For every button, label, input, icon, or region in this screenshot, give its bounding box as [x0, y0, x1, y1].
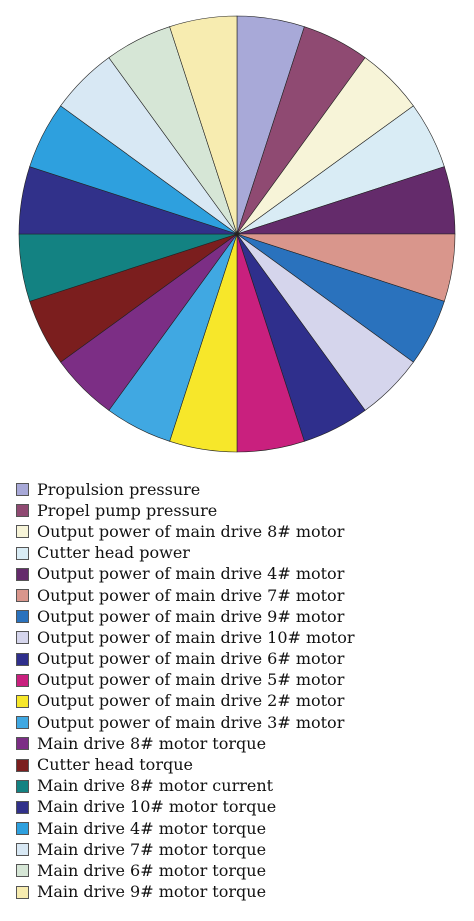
legend-swatch	[16, 694, 29, 708]
legend-swatch	[16, 652, 29, 666]
legend-swatch	[16, 610, 29, 624]
legend-swatch	[16, 758, 29, 772]
legend-label: Output power of main drive 10# motor	[37, 627, 355, 647]
legend-swatch	[16, 779, 29, 793]
legend-swatch	[16, 843, 29, 857]
legend-label: Main drive 9# motor torque	[37, 882, 267, 902]
legend-item: Main drive 6# motor torque	[16, 860, 355, 881]
legend-swatch	[16, 737, 29, 751]
legend-swatch	[16, 800, 29, 814]
legend-label: Output power of main drive 5# motor	[37, 670, 345, 690]
legend-swatch	[16, 525, 29, 539]
legend-item: Output power of main drive 7# motor	[16, 585, 355, 606]
legend-swatch	[16, 631, 29, 645]
legend-label: Cutter head torque	[37, 755, 193, 775]
legend: Propulsion pressure Propel pump pressure O…	[16, 479, 355, 903]
legend-swatch	[16, 567, 29, 581]
legend-item: Output power of main drive 4# motor	[16, 564, 355, 585]
legend-item: Output power of main drive 6# motor	[16, 649, 355, 670]
legend-item: Output power of main drive 3# motor	[16, 712, 355, 733]
legend-label: Output power of main drive 3# motor	[37, 712, 345, 732]
legend-label: Main drive 7# motor torque	[37, 839, 267, 859]
legend-item: Output power of main drive 8# motor	[16, 521, 355, 542]
legend-item: Main drive 7# motor torque	[16, 839, 355, 860]
legend-swatch	[16, 885, 29, 899]
legend-item: Propel pump pressure	[16, 500, 355, 521]
legend-label: Propel pump pressure	[37, 500, 218, 520]
legend-label: Output power of main drive 9# motor	[37, 606, 345, 626]
legend-item: Output power of main drive 10# motor	[16, 627, 355, 648]
legend-label: Output power of main drive 4# motor	[37, 564, 345, 584]
legend-swatch	[16, 864, 29, 878]
legend-item: Propulsion pressure	[16, 479, 355, 500]
legend-label: Main drive 4# motor torque	[37, 818, 267, 838]
legend-swatch	[16, 822, 29, 836]
legend-label: Main drive 8# motor torque	[37, 733, 267, 753]
legend-swatch	[16, 546, 29, 560]
legend-swatch	[16, 504, 29, 518]
legend-item: Cutter head power	[16, 543, 355, 564]
legend-swatch	[16, 589, 29, 603]
legend-item: Main drive 8# motor torque	[16, 733, 355, 754]
legend-label: Output power of main drive 2# motor	[37, 691, 345, 711]
legend-label: Main drive 6# motor torque	[37, 860, 267, 880]
legend-item: Output power of main drive 9# motor	[16, 606, 355, 627]
legend-label: Output power of main drive 7# motor	[37, 585, 345, 605]
legend-label: Main drive 10# motor torque	[37, 797, 277, 817]
legend-label: Output power of main drive 6# motor	[37, 649, 345, 669]
legend-item: Output power of main drive 2# motor	[16, 691, 355, 712]
legend-item: Main drive 4# motor torque	[16, 818, 355, 839]
legend-item: Main drive 10# motor torque	[16, 797, 355, 818]
pie-slice-20	[169, 15, 238, 235]
legend-label: Main drive 8# motor current	[37, 776, 274, 796]
legend-label: Output power of main drive 8# motor	[37, 521, 345, 541]
pie-slices	[18, 15, 456, 453]
legend-item: Cutter head torque	[16, 754, 355, 775]
legend-item: Output power of main drive 5# motor	[16, 670, 355, 691]
legend-swatch	[16, 673, 29, 687]
legend-swatch	[16, 483, 29, 497]
legend-label: Propulsion pressure	[37, 479, 201, 499]
legend-label: Cutter head power	[37, 543, 190, 563]
legend-item: Main drive 8# motor current	[16, 776, 355, 797]
legend-item: Main drive 9# motor torque	[16, 882, 355, 903]
pie-chart	[18, 15, 456, 453]
legend-swatch	[16, 716, 29, 730]
